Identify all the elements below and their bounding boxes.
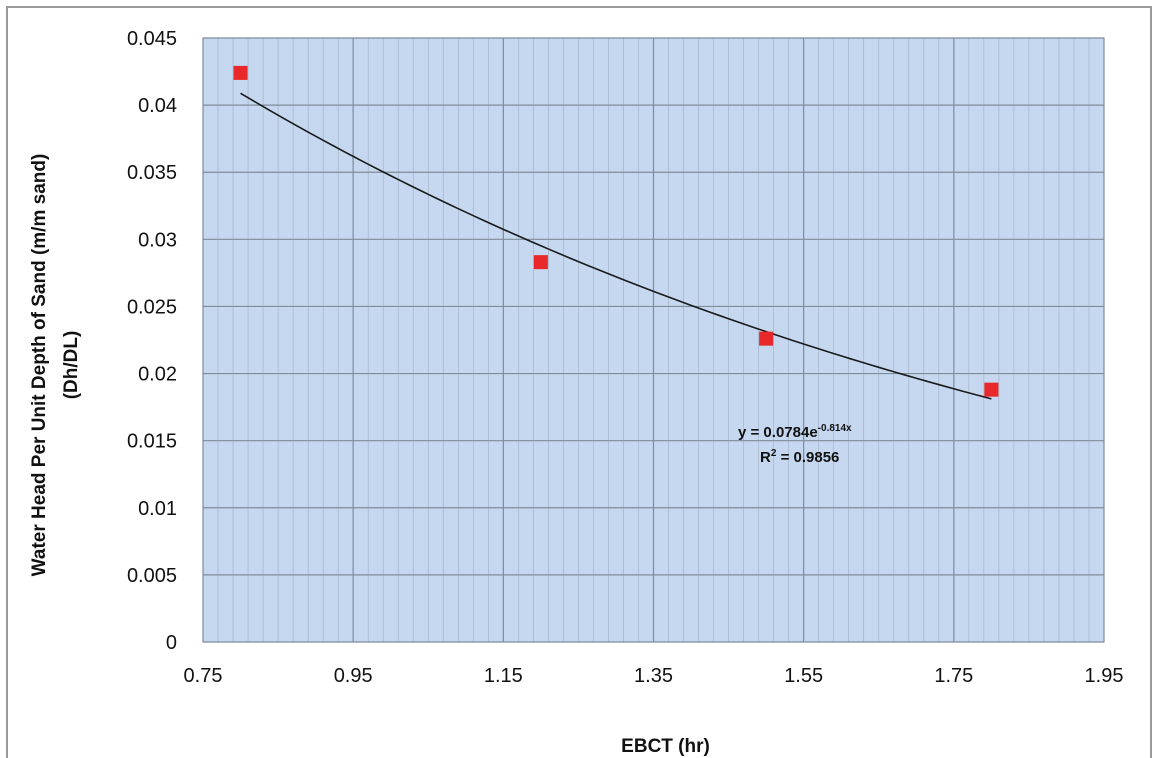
- y-tick-label: 0.04: [138, 95, 177, 117]
- x-tick-label: 0.75: [184, 665, 223, 687]
- x-axis-tick-labels: 0.75 0.95 1.15 1.35 1.55 1.75 1.95: [184, 665, 1124, 687]
- r-squared-value: = 0.9856: [776, 449, 839, 466]
- y-tick-label: 0.035: [127, 162, 177, 184]
- y-axis-tick-labels: 0 0.005 0.01 0.015 0.02 0.025 0.03 0.035 0.04 0.0…: [127, 28, 177, 654]
- y-tick-label: 0.045: [127, 28, 177, 50]
- y-tick-label: 0.005: [127, 565, 177, 587]
- y-tick-label: 0.015: [127, 431, 177, 453]
- y-tick-label: 0: [166, 632, 177, 654]
- x-tick-label: 1.35: [634, 665, 673, 687]
- y-tick-label: 0.03: [138, 229, 177, 251]
- trendline-equation-exponent: -0.814x: [818, 423, 852, 434]
- x-tick-label: 1.15: [484, 665, 523, 687]
- y-axis-title-line2: (Dh/DL): [61, 331, 82, 400]
- trendline-r-squared: R2 = 0.9856: [760, 448, 839, 466]
- data-point-marker: [233, 65, 248, 80]
- data-series: [233, 65, 999, 397]
- x-tick-label: 1.95: [1085, 665, 1124, 687]
- r-squared-superscript: 2: [771, 448, 777, 459]
- trendline-curve: [240, 92, 992, 400]
- y-tick-label: 0.025: [127, 296, 177, 318]
- y-tick-label: 0.02: [138, 364, 177, 386]
- x-axis-title: EBCT (hr): [621, 736, 710, 757]
- data-point-marker: [533, 255, 548, 270]
- x-tick-label: 1.75: [934, 665, 973, 687]
- y-tick-label: 0.01: [138, 498, 177, 520]
- data-point-marker: [984, 382, 999, 397]
- y-axis-title-line1: Water Head Per Unit Depth of Sand (m/m s…: [29, 154, 50, 577]
- trendline-equation: y = 0.0784e-0.814x: [738, 423, 852, 441]
- plot-border: [202, 37, 1105, 643]
- data-point-marker: [759, 331, 774, 346]
- trendline-equation-main: y = 0.0784e: [738, 424, 818, 441]
- r-squared-prefix: R: [760, 449, 771, 466]
- x-tick-label: 0.95: [334, 665, 373, 687]
- x-tick-label: 1.55: [784, 665, 823, 687]
